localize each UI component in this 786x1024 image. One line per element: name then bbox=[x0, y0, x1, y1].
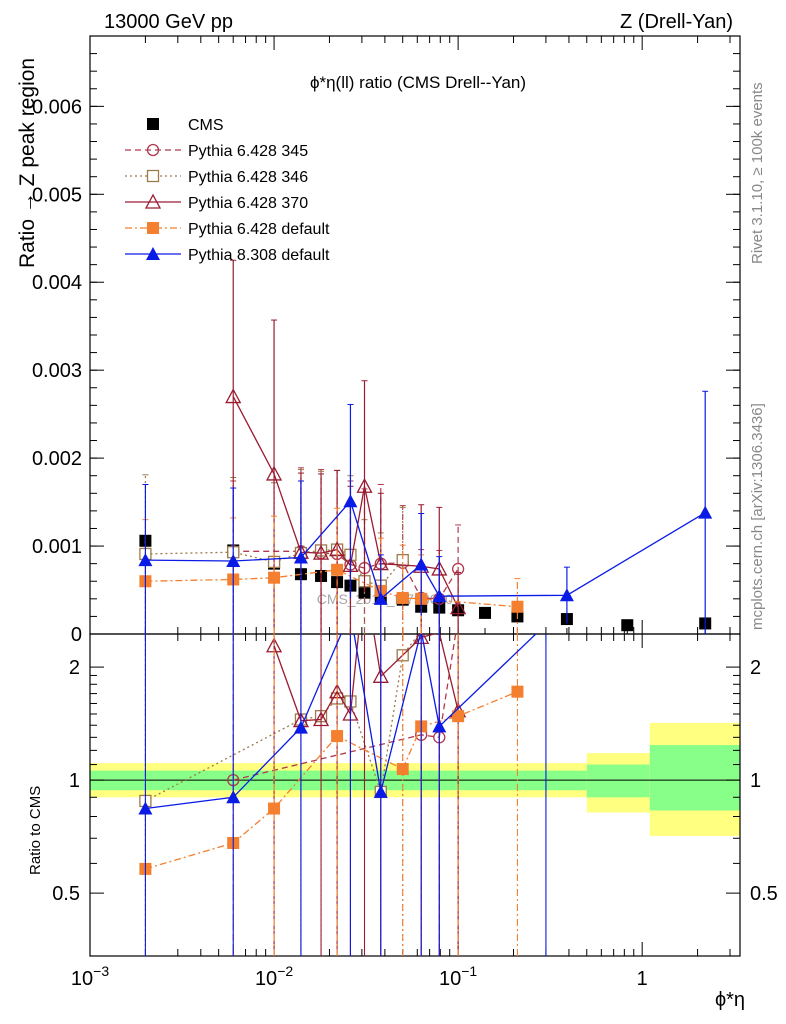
legend-entry-1: Pythia 6.428 345 bbox=[125, 143, 308, 160]
legend-label: CMS bbox=[188, 117, 224, 134]
ratio-y-axis-label: Ratio to CMS bbox=[27, 786, 44, 875]
series-0 bbox=[139, 534, 712, 634]
x-tick-label: 10−1 bbox=[439, 963, 477, 990]
ratio-plot-frame bbox=[89, 633, 741, 957]
legend: CMS Pythia 6.428 345 Pythia 6.428 346 Pythi… bbox=[125, 117, 330, 264]
legend-marker bbox=[146, 247, 160, 260]
y-tick-label: 0 bbox=[71, 624, 82, 646]
ratio-y-tick-label: 2 bbox=[69, 657, 80, 679]
y-tick-label: 0.003 bbox=[32, 360, 82, 382]
legend-entry-5: Pythia 8.308 default bbox=[125, 247, 330, 264]
data-point bbox=[226, 554, 241, 568]
ratio-line bbox=[145, 691, 518, 870]
data-point bbox=[265, 465, 283, 481]
series-line bbox=[232, 396, 459, 608]
data-point bbox=[373, 591, 388, 605]
y-tick-label: 0.006 bbox=[32, 96, 82, 118]
x-tick-label: 10−3 bbox=[71, 963, 109, 990]
ratio-line bbox=[145, 634, 537, 810]
ratio-y-tick-label-right: 0.5 bbox=[750, 883, 778, 905]
y-tick-label: 0.001 bbox=[32, 536, 82, 558]
ratio-point bbox=[373, 784, 388, 798]
legend-entry-3: Pythia 6.428 370 bbox=[125, 193, 308, 212]
ratio-point bbox=[511, 685, 524, 698]
ratio-line bbox=[273, 634, 459, 722]
data-point bbox=[312, 544, 330, 560]
x-tick-label: 10−2 bbox=[255, 963, 293, 990]
data-point bbox=[331, 563, 344, 576]
data-point bbox=[293, 550, 308, 564]
data-point bbox=[450, 599, 467, 615]
legend-label: Pythia 8.308 default bbox=[188, 247, 330, 264]
legend-marker bbox=[147, 118, 159, 130]
axis-ticks: 10−3 10−2 10−1 1 0 0.001 0.002 0.003 0.004 0.005 0… bbox=[32, 35, 778, 990]
ratio-point bbox=[138, 801, 153, 815]
data-point bbox=[343, 494, 358, 508]
series-line bbox=[145, 569, 518, 608]
ratio-line bbox=[145, 634, 420, 802]
ratio-y-tick-label-right: 1 bbox=[750, 770, 761, 792]
ratio-point bbox=[432, 719, 447, 733]
y-tick-label: 0.004 bbox=[32, 272, 82, 294]
legend-entry-0: CMS bbox=[147, 117, 224, 134]
y-axis-label: Ratio → Z peak region bbox=[16, 58, 39, 268]
data-point bbox=[356, 477, 373, 493]
legend-entry-2: Pythia 6.428 346 bbox=[125, 169, 308, 186]
data-point bbox=[396, 591, 409, 604]
band-green bbox=[649, 745, 740, 811]
ratio-point bbox=[331, 730, 344, 743]
series-5 bbox=[138, 390, 713, 634]
ratio-point bbox=[226, 790, 241, 804]
data-point bbox=[225, 388, 242, 404]
ratio-point bbox=[396, 763, 409, 776]
data-point bbox=[479, 606, 492, 619]
legend-label: Pythia 6.428 345 bbox=[188, 143, 308, 160]
header-left: 13000 GeV pp bbox=[104, 11, 233, 33]
side-label-top: Rivet 3.1.10, ≥ 100k events bbox=[749, 82, 766, 264]
ratio-y-tick-label: 1 bbox=[69, 770, 80, 792]
ratio-series-layer bbox=[138, 634, 547, 956]
data-point bbox=[511, 600, 524, 613]
x-axis-label: ϕ*η bbox=[715, 989, 745, 1011]
data-point bbox=[559, 588, 574, 602]
legend-label: Pythia 6.428 346 bbox=[188, 169, 308, 186]
legend-label: Pythia 6.428 default bbox=[188, 221, 330, 238]
band-green bbox=[586, 764, 650, 798]
ratio-point bbox=[268, 802, 281, 815]
series-line bbox=[145, 548, 404, 587]
header-right: Z (Drell-Yan) bbox=[620, 11, 733, 33]
legend-marker bbox=[146, 143, 160, 157]
y-tick-label: 0.002 bbox=[32, 448, 82, 470]
data-point bbox=[621, 619, 634, 632]
legend-marker bbox=[146, 169, 160, 183]
ratio-uncertainty-bands bbox=[90, 722, 740, 836]
legend-label: Pythia 6.428 370 bbox=[188, 195, 308, 212]
legend-marker bbox=[147, 222, 159, 234]
ratio-point bbox=[293, 720, 308, 734]
plot-title: ϕ*η(ll) ratio (CMS Drell--Yan) bbox=[310, 73, 526, 92]
ratio-y-tick-label-right: 2 bbox=[750, 657, 761, 679]
series-4 bbox=[139, 507, 524, 634]
side-label-bottom: mcplots.cern.ch [arXiv:1306.3436] bbox=[749, 403, 766, 630]
data-point bbox=[432, 589, 447, 603]
legend-marker bbox=[144, 193, 162, 209]
y-tick-label: 0.005 bbox=[32, 184, 82, 206]
data-point bbox=[698, 505, 713, 519]
ratio-point bbox=[312, 711, 330, 727]
legend-entry-4: Pythia 6.428 default bbox=[125, 221, 330, 238]
x-tick-label: 1 bbox=[637, 968, 648, 990]
ratio-line bbox=[233, 634, 457, 781]
series-layer bbox=[138, 259, 713, 634]
ratio-y-tick-label: 0.5 bbox=[52, 883, 80, 905]
data-point bbox=[138, 553, 153, 567]
data-point bbox=[268, 571, 281, 584]
data-point bbox=[414, 557, 429, 571]
ratio-series-4 bbox=[138, 634, 547, 956]
ratio-point bbox=[452, 710, 465, 723]
